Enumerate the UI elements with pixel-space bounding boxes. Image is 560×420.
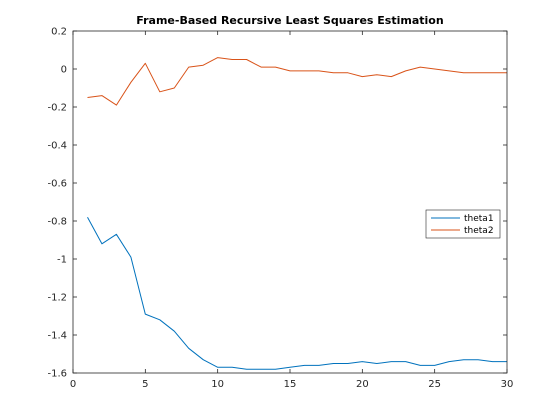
legend: theta1 theta2 — [425, 209, 501, 239]
series-line-theta1 — [87, 216, 507, 370]
y-tick-label: -0.2 — [47, 103, 67, 114]
y-tick-label: -1.4 — [47, 331, 67, 342]
plot-area — [73, 31, 507, 373]
y-tick-label: -1.2 — [47, 293, 67, 304]
x-tick-label: 25 — [428, 379, 441, 390]
legend-label-theta1: theta1 — [464, 214, 494, 224]
ticks-layer: 0 5 10 15 20 25 30 0.2 0 -0.2 -0.4 -0.6 -0.8 -1 -1.2 -1… — [47, 27, 513, 391]
y-tick-label: -1 — [57, 255, 67, 266]
y-tick-label: -0.6 — [47, 179, 67, 190]
y-tick-label: -0.4 — [47, 141, 67, 152]
y-tick-label: -0.8 — [47, 217, 67, 228]
series-layer — [87, 57, 507, 370]
x-tick-label: 0 — [70, 379, 76, 390]
series-line-theta2 — [87, 57, 507, 106]
x-tick-label: 15 — [284, 379, 297, 390]
x-tick-label: 5 — [142, 379, 148, 390]
legend-label-theta2: theta2 — [464, 226, 494, 236]
y-tick-label: 0 — [61, 65, 67, 76]
legend-box — [425, 209, 501, 239]
x-tick-label: 30 — [501, 379, 514, 390]
x-tick-label: 20 — [356, 379, 369, 390]
y-tick-label: -1.6 — [47, 369, 67, 380]
y-tick-label: 0.2 — [51, 27, 67, 38]
x-tick-label: 10 — [211, 379, 224, 390]
chart-title: Frame-Based Recursive Least Squares Esti… — [136, 14, 443, 27]
